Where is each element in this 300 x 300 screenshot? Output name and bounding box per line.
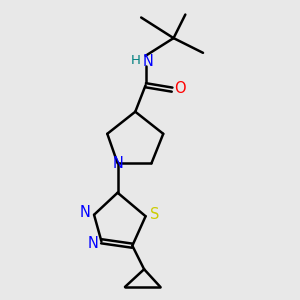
Text: N: N — [112, 156, 123, 171]
Text: S: S — [150, 207, 159, 222]
Text: O: O — [175, 81, 186, 96]
Text: N: N — [142, 54, 153, 69]
Text: N: N — [80, 205, 91, 220]
Text: N: N — [87, 236, 98, 251]
Text: H: H — [131, 54, 141, 67]
